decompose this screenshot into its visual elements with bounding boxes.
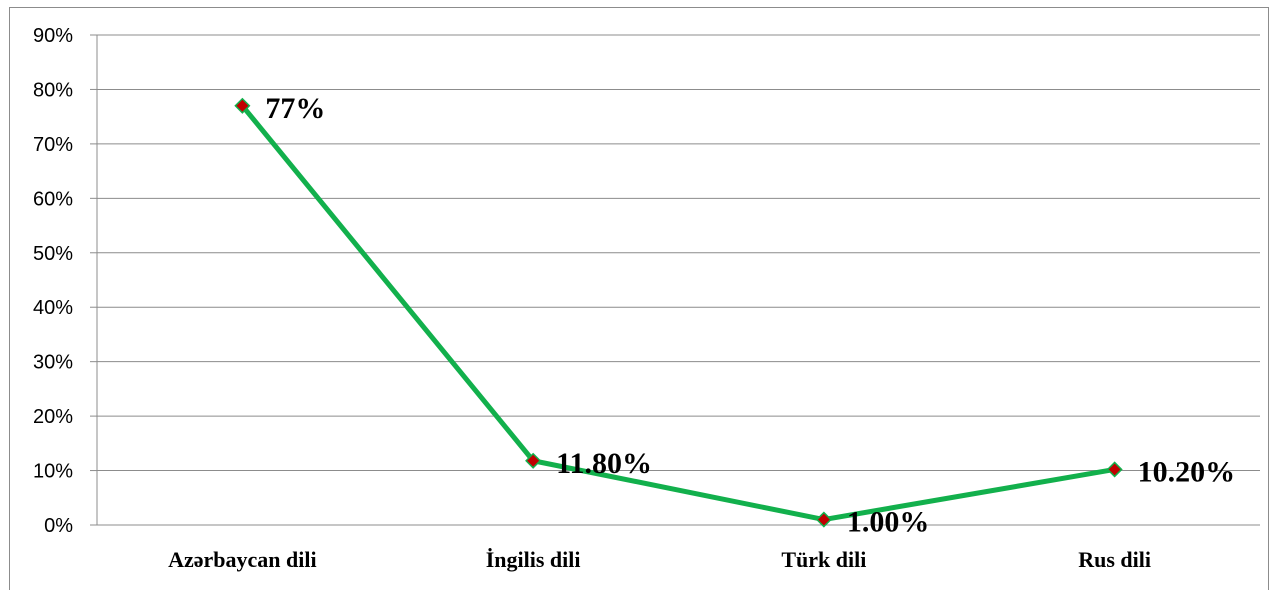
data-point-marker <box>1106 461 1123 478</box>
y-axis-ticks: 0% 10% 20% 30% 40% 50% 60% 70% 80% 90% <box>33 25 73 537</box>
data-point-marker <box>234 97 251 114</box>
x-tick-label: Rus dili <box>1078 547 1151 572</box>
data-point-marker <box>525 452 542 469</box>
data-label: 11.80% <box>556 447 652 480</box>
series-line <box>239 103 1118 523</box>
y-tick-label: 80% <box>33 79 73 101</box>
x-tick-label: İngilis dili <box>486 547 581 572</box>
data-label: 77% <box>265 92 325 125</box>
data-label: 1.00% <box>847 506 930 539</box>
y-tick-label: 10% <box>33 461 73 483</box>
chart-frame <box>9 7 1269 590</box>
y-tick-label: 70% <box>33 134 73 156</box>
y-tick-label: 90% <box>33 25 73 47</box>
series-line-group <box>239 103 1118 523</box>
y-tick-label: 40% <box>33 297 73 319</box>
y-tick-label: 30% <box>33 352 73 374</box>
y-tick-label: 50% <box>33 243 73 265</box>
x-tick-label: Türk dili <box>781 547 866 572</box>
gridlines <box>90 34 1260 526</box>
data-labels: 77% 11.80% 1.00% 10.20% <box>265 92 1235 539</box>
y-tick-label: 0% <box>44 515 73 537</box>
data-label: 10.20% <box>1138 455 1236 488</box>
series-markers <box>234 97 1123 528</box>
y-tick-label: 20% <box>33 406 73 428</box>
y-tick-label: 60% <box>33 188 73 210</box>
x-axis-ticks: Azərbaycan dili İngilis dili Türk dili Rus … <box>168 547 1151 572</box>
data-point-marker <box>815 511 832 528</box>
x-tick-label: Azərbaycan dili <box>168 547 317 572</box>
